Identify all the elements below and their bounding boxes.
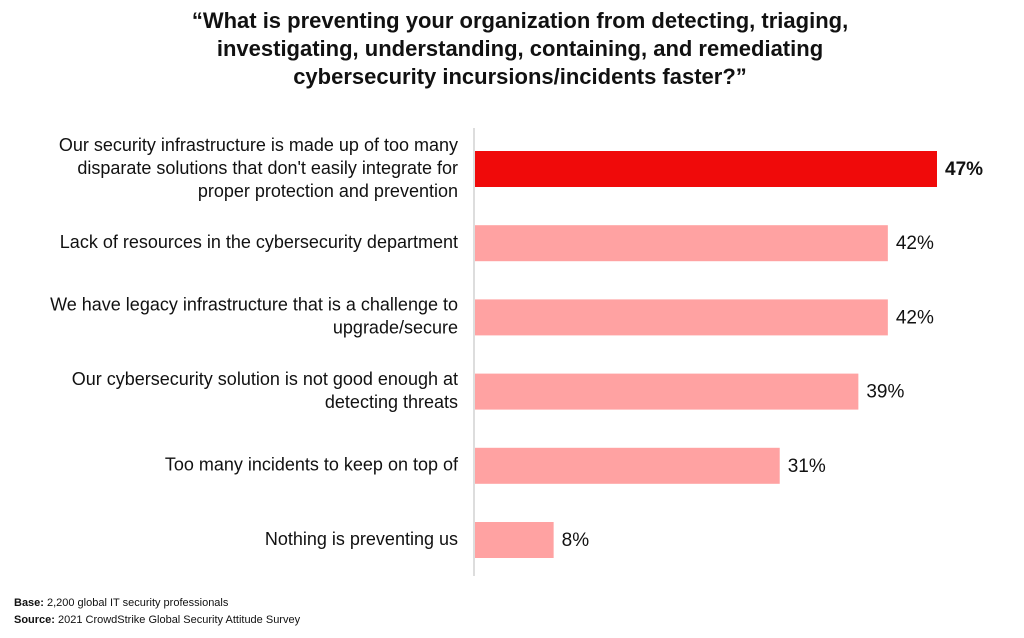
category-label: Nothing is preventing us [265,529,458,549]
category-label-line: Too many incidents to keep on top of [165,455,459,475]
footnote-label: Source: [14,614,55,626]
category-label-line: detecting threats [325,392,458,412]
category-label: We have legacy infrastructure that is a … [50,295,458,338]
category-label-line: upgrade/secure [333,318,458,338]
footnote: Base: 2,200 global IT security profession… [14,597,229,609]
bar [475,225,888,262]
category-label-line: disparate solutions that don't easily in… [77,158,458,178]
value-label: 39% [866,382,904,403]
bar [475,373,859,410]
category-label: Our cybersecurity solution is not good e… [72,369,458,412]
category-label-line: proper protection and prevention [198,181,458,201]
category-label: Our security infrastructure is made up o… [59,135,458,201]
category-label-line: Nothing is preventing us [265,529,458,549]
chart-title-line: “What is preventing your organization fr… [192,8,848,33]
value-label: 47% [945,159,983,180]
category-label-line: Our security infrastructure is made up o… [59,135,458,155]
chart-title-line: investigating, understanding, containing… [217,36,823,61]
bar [475,447,780,484]
bar [475,522,554,558]
value-label: 42% [896,307,934,328]
value-label: 8% [562,530,590,551]
bar [475,151,937,187]
category-label: Lack of resources in the cybersecurity d… [60,232,458,252]
chart-title: “What is preventing your organization fr… [192,8,848,89]
category-label-line: We have legacy infrastructure that is a … [50,295,458,315]
category-label: Too many incidents to keep on top of [165,455,459,475]
footnote-label: Base: [14,597,44,609]
footnote-text: 2,200 global IT security professionals [47,597,229,609]
footnote: Source: 2021 CrowdStrike Global Security … [14,614,301,626]
value-label: 31% [788,456,826,477]
category-label-line: Our cybersecurity solution is not good e… [72,369,458,389]
chart-title-line: cybersecurity incursions/incidents faste… [293,64,747,89]
category-label-line: Lack of resources in the cybersecurity d… [60,232,458,252]
bar [475,299,888,336]
footnote-text: 2021 CrowdStrike Global Security Attitud… [58,614,301,626]
value-label: 42% [896,233,934,254]
